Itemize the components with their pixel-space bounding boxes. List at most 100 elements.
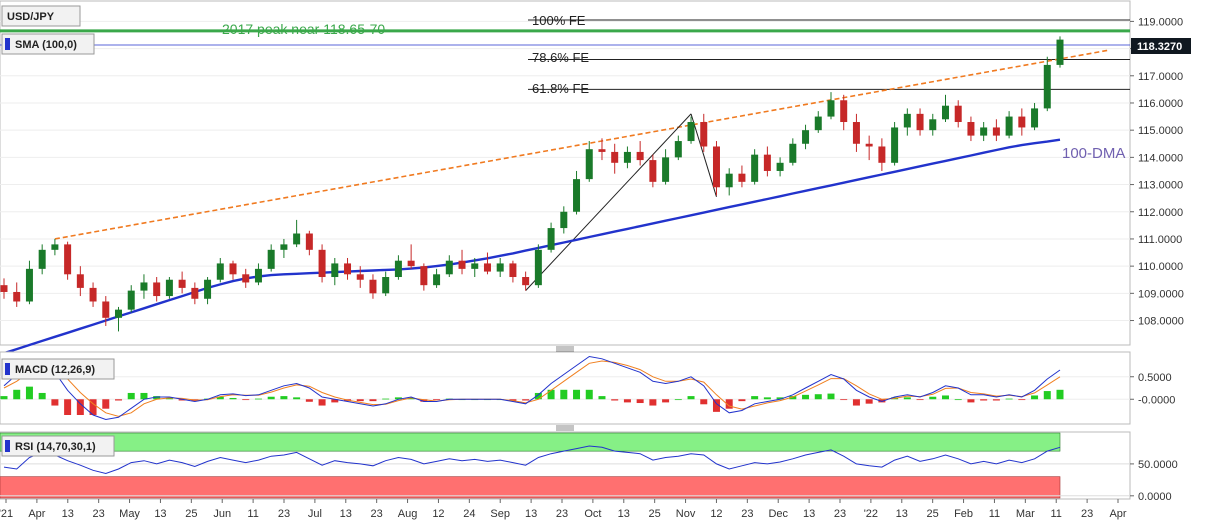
candle	[992, 119, 1000, 142]
candle	[751, 149, 759, 185]
candle	[394, 255, 402, 280]
candle	[216, 257, 224, 283]
panel-resize-handle-1[interactable]	[556, 346, 574, 352]
candle	[980, 122, 988, 142]
x-tick-label: 13	[525, 508, 537, 520]
macd-histogram-bar	[1056, 389, 1064, 400]
x-tick-label: Jun	[213, 508, 231, 520]
rsi-tick-label: 0.0000	[1138, 491, 1172, 503]
macd-histogram-bar	[433, 399, 441, 401]
candle	[929, 113, 937, 136]
macd-histogram-bar	[700, 399, 708, 405]
candle	[649, 154, 657, 188]
macd-label: MACD (12,26,9)	[15, 364, 95, 376]
candle	[700, 113, 708, 152]
x-tick-label: 23	[93, 508, 105, 520]
candle	[382, 271, 390, 297]
x-tick-label: 13	[618, 508, 630, 520]
macd-histogram-bar	[89, 399, 97, 415]
panel-resize-handle-2[interactable]	[556, 425, 574, 431]
price-tick-label: 114.0000	[1138, 152, 1183, 164]
price-tick-label: 112.0000	[1138, 207, 1183, 219]
x-tick-label: 12	[432, 508, 444, 520]
macd-histogram-bar	[293, 397, 301, 400]
candle	[674, 135, 682, 161]
macd-tick-label: -0.0000	[1138, 394, 1175, 406]
resistance-trendline	[54, 49, 1111, 240]
candle	[356, 266, 364, 288]
macd-histogram-bar	[649, 399, 657, 406]
sma-label: SMA (100,0)	[15, 39, 77, 51]
candle	[725, 168, 733, 196]
candle	[458, 249, 466, 275]
x-tick-label: 13	[62, 508, 74, 520]
macd-histogram-bar	[992, 399, 1000, 401]
macd-histogram-bar	[76, 399, 84, 415]
candle	[229, 260, 237, 280]
x-tick-label: Sep	[490, 508, 510, 520]
candle	[573, 170, 581, 215]
macd-histogram-bar	[356, 399, 364, 402]
candle	[1043, 56, 1051, 112]
macd-histogram-bar	[763, 397, 771, 400]
indicator-badge: SMA (100,0)	[1, 33, 95, 55]
candle	[687, 116, 695, 144]
x-tick-label: 11	[989, 508, 1000, 520]
macd-histogram-bar	[980, 399, 988, 401]
rsi-oversold-zone	[0, 476, 1061, 499]
x-tick-label: 23	[278, 508, 290, 520]
candle	[954, 100, 962, 128]
candle	[891, 122, 899, 166]
candle	[433, 268, 441, 288]
macd-histogram-bar	[534, 392, 542, 400]
x-tick-label: Apr	[28, 508, 45, 520]
candle	[13, 282, 21, 307]
candle	[611, 143, 619, 174]
candle	[827, 92, 835, 120]
rsi-panel: 50.0000 0.0000	[0, 431, 1178, 503]
fe-retrace-line	[690, 113, 717, 197]
candle	[64, 241, 72, 280]
macd-histogram-bar	[140, 392, 148, 400]
macd-histogram-bar	[725, 399, 733, 409]
macd-histogram-bar	[420, 399, 428, 402]
candle	[102, 296, 110, 326]
macd-signal-line	[3, 360, 1061, 417]
macd-histogram-bar	[509, 399, 517, 401]
macd-histogram-bar	[280, 396, 288, 400]
x-tick-label: 12	[710, 508, 722, 520]
candle	[344, 257, 352, 280]
macd-histogram-bar	[776, 397, 784, 400]
macd-histogram-bar	[623, 399, 631, 403]
macd-histogram-bar	[814, 394, 822, 400]
macd-histogram-bar	[127, 392, 135, 400]
candle	[802, 124, 810, 150]
candle	[76, 266, 84, 297]
candle	[534, 244, 542, 288]
candle	[547, 222, 555, 253]
x-tick-label: '21	[0, 508, 13, 520]
candle	[916, 108, 924, 136]
macd-histogram-bar	[840, 399, 848, 401]
macd-histogram-bar	[611, 399, 619, 401]
candle	[1005, 111, 1013, 139]
candle	[789, 138, 797, 166]
candle	[636, 141, 644, 166]
price-tick-label: 108.0000	[1138, 316, 1184, 328]
price-tick-label: 109.0000	[1138, 288, 1184, 300]
candle	[496, 257, 504, 278]
candle	[153, 277, 161, 302]
last-price: 118.3270	[1137, 41, 1182, 53]
price-tick-label: 115.0000	[1138, 125, 1183, 137]
candle	[852, 113, 860, 152]
x-tick-label: May	[119, 508, 140, 520]
macd-histogram-bar	[25, 386, 33, 400]
macd-histogram-bar	[254, 398, 262, 400]
rsi-badge: RSI (14,70,30,1)	[1, 435, 115, 457]
x-tick-label: 13	[340, 508, 352, 520]
candle	[115, 306, 123, 332]
macd-histogram-bar	[827, 393, 835, 400]
candle	[204, 277, 212, 305]
x-tick-label: '22	[864, 508, 878, 520]
